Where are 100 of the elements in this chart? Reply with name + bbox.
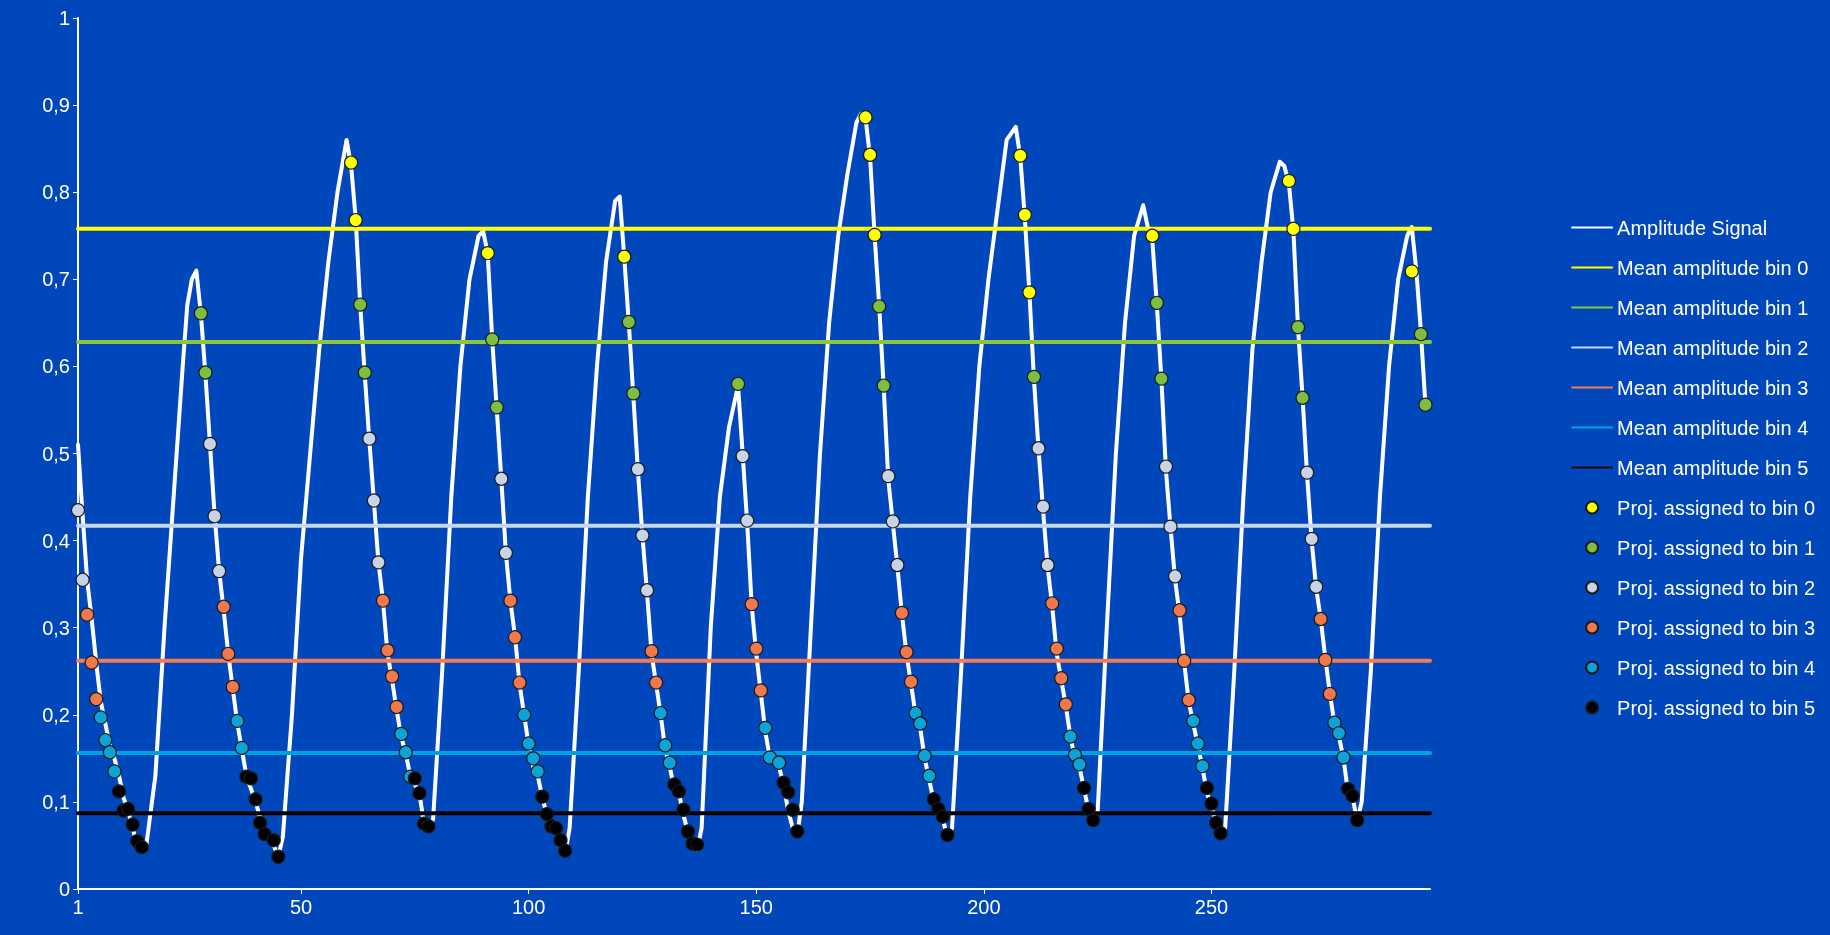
point [521, 736, 536, 751]
point [1286, 221, 1301, 236]
point [1063, 729, 1078, 744]
point [862, 147, 878, 162]
point [1054, 671, 1069, 686]
point [744, 597, 759, 612]
point [1026, 369, 1042, 384]
legend-label: Proj. assigned to bin 2 [1617, 576, 1816, 599]
legend-label: Mean amplitude bin 5 [1617, 456, 1809, 479]
point [75, 572, 90, 587]
point [362, 431, 377, 446]
point [1172, 603, 1187, 618]
point [730, 376, 746, 391]
point [894, 605, 910, 620]
point [1350, 813, 1365, 828]
point [517, 707, 532, 722]
x-tick-label: 250 [1194, 896, 1229, 918]
legend-label: Mean amplitude bin 2 [1617, 336, 1809, 359]
point [512, 675, 527, 690]
point [221, 646, 236, 661]
x-tick-label: 100 [511, 896, 546, 918]
point [407, 771, 422, 786]
point [1086, 813, 1101, 828]
legend-label: Proj. assigned to bin 0 [1617, 496, 1816, 519]
legend-label: Proj. assigned to bin 1 [1617, 536, 1816, 559]
point [234, 740, 249, 755]
legend-label: Proj. assigned to bin 3 [1617, 616, 1816, 639]
legend-label: Amplitude Signal [1617, 216, 1768, 239]
point [749, 641, 764, 656]
x-tick-label: 200 [967, 896, 1001, 918]
point [80, 607, 95, 622]
point [680, 824, 696, 839]
point [781, 785, 796, 800]
legend-label: Proj. assigned to bin 5 [1617, 696, 1816, 719]
point [626, 386, 641, 401]
point [507, 630, 523, 645]
point [753, 683, 768, 698]
point [1058, 697, 1073, 712]
point [107, 764, 122, 779]
point [758, 720, 773, 735]
point [858, 110, 873, 125]
point [489, 400, 504, 415]
point [558, 843, 573, 858]
point [899, 644, 914, 660]
legend-label: Mean amplitude bin 3 [1617, 376, 1809, 399]
point [1204, 796, 1219, 811]
point [1154, 371, 1169, 386]
point [503, 593, 518, 608]
point [872, 299, 887, 314]
point [207, 509, 222, 524]
y-tick-label: 1 [58, 7, 70, 29]
x-tick-label: 50 [289, 896, 313, 918]
point [357, 365, 372, 380]
point [353, 297, 368, 312]
point [1040, 557, 1055, 573]
point [1281, 173, 1296, 188]
point [1145, 228, 1160, 243]
point [1186, 713, 1201, 728]
point [1413, 327, 1428, 342]
x-tick-label: 1 [72, 896, 84, 918]
point [93, 710, 108, 725]
point [1076, 780, 1092, 796]
point [1327, 715, 1342, 730]
y-tick-label: 0,9 [42, 94, 70, 117]
point [876, 378, 891, 393]
point [790, 824, 805, 839]
point [134, 840, 149, 855]
legend-label: Mean amplitude bin 1 [1617, 296, 1809, 319]
point [671, 784, 686, 799]
point [111, 784, 127, 799]
point [885, 514, 900, 529]
point [1195, 759, 1210, 774]
point [1213, 826, 1228, 841]
point [935, 809, 951, 824]
point [193, 306, 209, 321]
point [771, 755, 787, 770]
point [248, 792, 263, 807]
point [1190, 736, 1205, 751]
point [635, 528, 650, 543]
point [494, 471, 509, 486]
point [389, 699, 404, 715]
point [1031, 441, 1046, 456]
y-tick-label: 0,2 [42, 703, 70, 726]
y-tick-label: 0,5 [42, 442, 70, 465]
point [867, 227, 882, 242]
point [653, 705, 668, 721]
point [1149, 295, 1164, 310]
point [84, 655, 99, 670]
y-tick-label: 0,3 [42, 616, 70, 639]
point [398, 745, 413, 760]
point [621, 314, 636, 330]
point [485, 332, 500, 347]
point [526, 751, 541, 766]
point [649, 675, 664, 690]
point [890, 557, 905, 573]
point [1072, 757, 1087, 772]
point [1300, 465, 1315, 480]
point [375, 593, 391, 608]
point [644, 644, 659, 659]
point [1304, 531, 1319, 546]
